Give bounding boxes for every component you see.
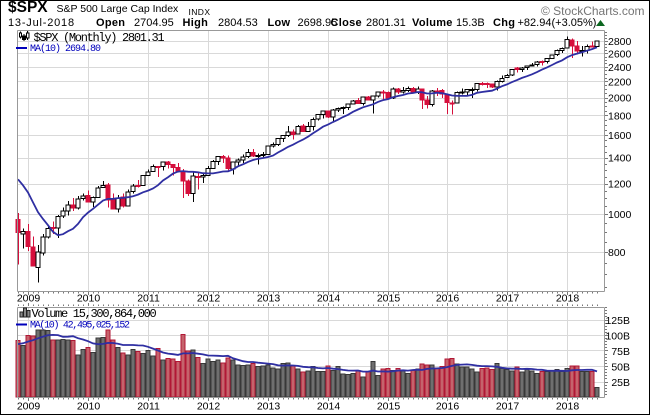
svg-text:2013: 2013	[257, 293, 281, 305]
svg-text:$SPX (Monthly) 2801.31: $SPX (Monthly) 2801.31	[34, 31, 165, 45]
svg-text:1000: 1000	[608, 209, 632, 221]
svg-text:2012: 2012	[197, 293, 221, 305]
svg-text:2013: 2013	[257, 401, 281, 413]
svg-text:2016: 2016	[436, 293, 460, 305]
svg-text:800: 800	[608, 247, 626, 259]
svg-text:2016: 2016	[436, 401, 460, 413]
svg-text:2011: 2011	[137, 401, 160, 413]
svg-text:75B: 75B	[611, 346, 630, 358]
svg-text:1400: 1400	[608, 153, 632, 165]
svg-text:2015: 2015	[377, 293, 401, 305]
svg-text:MA(10) 2694.80: MA(10) 2694.80	[30, 43, 101, 55]
svg-text:2017: 2017	[496, 401, 520, 413]
svg-text:2018: 2018	[556, 401, 580, 413]
svg-text:2017: 2017	[496, 293, 520, 305]
svg-text:2600: 2600	[608, 48, 632, 60]
svg-text:100B: 100B	[605, 331, 630, 343]
svg-text:2014: 2014	[317, 401, 341, 413]
svg-text:2800: 2800	[608, 36, 632, 48]
svg-text:50B: 50B	[611, 362, 630, 374]
svg-text:2400: 2400	[608, 62, 632, 74]
svg-text:1600: 1600	[608, 130, 632, 142]
svg-text:2018: 2018	[556, 293, 580, 305]
svg-text:2010: 2010	[77, 293, 101, 305]
svg-text:125B: 125B	[605, 315, 630, 327]
svg-text:2009: 2009	[17, 293, 41, 305]
svg-text:2000: 2000	[608, 93, 632, 105]
svg-text:2012: 2012	[197, 401, 221, 413]
svg-text:Volume 15,300,864,000: Volume 15,300,864,000	[32, 307, 157, 321]
svg-text:2014: 2014	[317, 293, 341, 305]
svg-text:1800: 1800	[608, 110, 632, 122]
svg-text:2015: 2015	[377, 401, 401, 413]
svg-text:2009: 2009	[17, 401, 41, 413]
svg-text:2200: 2200	[608, 77, 632, 89]
svg-text:MA(10) 42,495,025,152: MA(10) 42,495,025,152	[30, 320, 130, 332]
svg-text:25B: 25B	[611, 377, 630, 389]
svg-text:2010: 2010	[77, 401, 101, 413]
svg-text:2011: 2011	[137, 293, 160, 305]
svg-text:1200: 1200	[608, 179, 632, 191]
